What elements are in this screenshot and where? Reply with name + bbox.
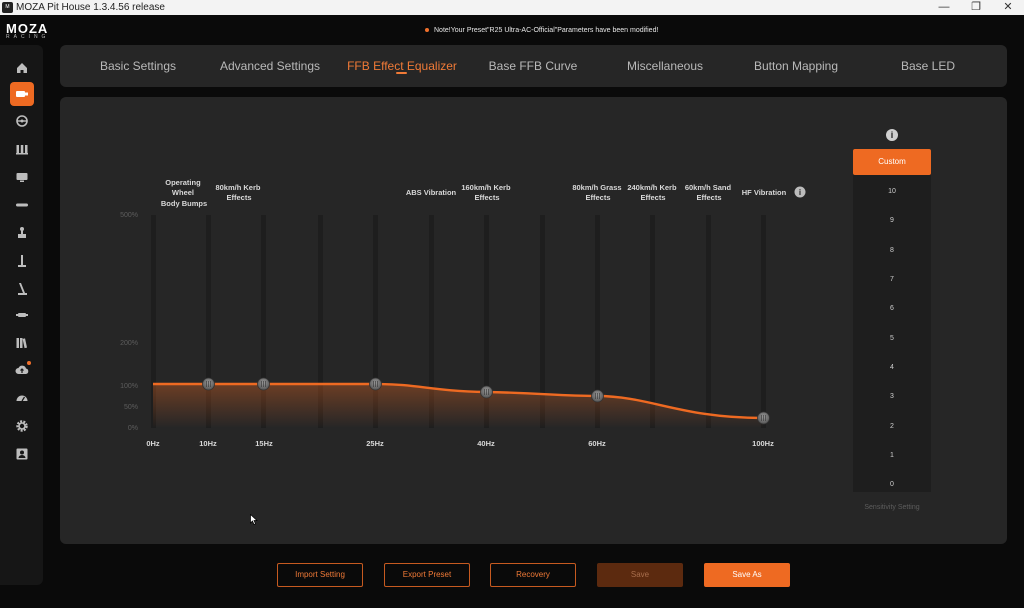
sensitivity-level[interactable]: 5 (890, 335, 894, 342)
sensitivity-level[interactable]: 0 (890, 481, 894, 488)
sidebar-item-steering-wheel[interactable] (10, 109, 34, 133)
active-tab-indicator (396, 72, 407, 74)
handbrake-icon (18, 283, 27, 295)
hub-icon (16, 313, 28, 317)
sensitivity-selector[interactable]: Custom 10 9 8 7 6 5 4 3 2 1 0 (853, 149, 931, 492)
sidebar-item-sequential-shifter[interactable] (10, 249, 34, 273)
tab-advanced-settings[interactable]: Advanced Settings (219, 59, 321, 73)
import-setting-button[interactable]: Import Setting (277, 563, 363, 587)
tab-ffb-effect-equalizer[interactable]: FFB Effect Equalizer (347, 59, 457, 73)
tab-button-mapping[interactable]: Button Mapping (753, 59, 839, 73)
library-icon (16, 338, 28, 349)
sidebar-item-shifter[interactable] (10, 221, 34, 245)
sensitivity-caption: Sensitivity Setting (864, 504, 920, 511)
tab-miscellaneous[interactable]: Miscellaneous (626, 59, 704, 73)
close-button[interactable]: ✕ (1003, 1, 1013, 13)
restore-button[interactable]: ❐ (971, 1, 981, 13)
sensitivity-level[interactable]: 3 (890, 393, 894, 400)
equalizer-panel (60, 97, 1007, 544)
recovery-button[interactable]: Recovery (490, 563, 576, 587)
sidebar-item-cloud[interactable] (10, 358, 34, 382)
tab-base-led[interactable]: Base LED (900, 59, 956, 73)
save-button[interactable]: Save (597, 563, 683, 587)
sensitivity-level[interactable]: 1 (890, 452, 894, 459)
tab-bar: Basic Settings Advanced Settings FFB Eff… (60, 45, 1007, 87)
sidebar-item-profile[interactable] (10, 442, 34, 466)
notification-badge (27, 361, 31, 365)
tab-base-ffb-curve[interactable]: Base FFB Curve (488, 59, 578, 73)
user-profile-icon (16, 448, 28, 460)
wheelbase-icon (16, 91, 28, 97)
sensitivity-level[interactable]: 4 (890, 364, 894, 371)
sidebar-item-telemetry[interactable] (10, 386, 34, 410)
shifter-icon (18, 227, 26, 238)
minimize-button[interactable]: — (938, 1, 950, 13)
sidebar (0, 45, 43, 585)
title-bar: M MOZA Pit House 1.3.4.56 release — ❐ ✕ (0, 0, 1024, 15)
sensitivity-level[interactable]: 8 (890, 247, 894, 254)
pedals-icon (16, 145, 28, 155)
notice-dot-icon (425, 28, 429, 33)
preset-modified-notice: Note!Your Preset"R25 Ultra-AC-Official"P… (425, 27, 658, 34)
logo-subtitle: RACING (6, 34, 50, 40)
settings-gear-icon (16, 420, 28, 432)
sensitivity-level[interactable]: 2 (890, 423, 894, 430)
sidebar-item-hub[interactable] (10, 303, 34, 327)
sidebar-item-dashboard[interactable] (10, 165, 34, 189)
home-icon (17, 63, 27, 73)
tab-basic-settings[interactable]: Basic Settings (99, 59, 177, 73)
sidebar-item-pedals[interactable] (10, 137, 34, 161)
window-title: MOZA Pit House 1.3.4.56 release (16, 2, 165, 13)
sidebar-item-settings[interactable] (10, 414, 34, 438)
sidebar-item-home[interactable] (10, 56, 34, 80)
sensitivity-level[interactable]: 7 (890, 276, 894, 283)
cloud-upload-icon (15, 365, 29, 374)
sensitivity-level[interactable]: 6 (890, 305, 894, 312)
handbrake-bar-icon (16, 203, 28, 207)
dashboard-icon (16, 173, 28, 182)
notice-text: Note!Your Preset"R25 Ultra-AC-Official"P… (434, 27, 659, 34)
sidebar-item-handbrake[interactable] (10, 277, 34, 301)
speedometer-icon (16, 395, 28, 402)
mouse-cursor-icon (250, 514, 258, 525)
moza-logo: MOZA RACING (6, 21, 76, 41)
steering-wheel-icon (16, 115, 28, 127)
sidebar-item-wheelbase[interactable] (10, 82, 34, 106)
export-preset-button[interactable]: Export Preset (384, 563, 470, 587)
app-icon: M (2, 2, 13, 13)
sidebar-item-library[interactable] (10, 331, 34, 355)
save-as-button[interactable]: Save As (704, 563, 790, 587)
sensitivity-custom-option[interactable]: Custom (853, 149, 931, 175)
logo-brand: MOZA (6, 21, 49, 36)
sidebar-item-handbrake-bar[interactable] (10, 193, 34, 217)
sensitivity-level[interactable]: 10 (888, 188, 896, 195)
sequential-shifter-icon (18, 255, 26, 267)
sensitivity-info-icon[interactable]: i (886, 129, 898, 141)
sensitivity-level[interactable]: 9 (890, 217, 894, 224)
